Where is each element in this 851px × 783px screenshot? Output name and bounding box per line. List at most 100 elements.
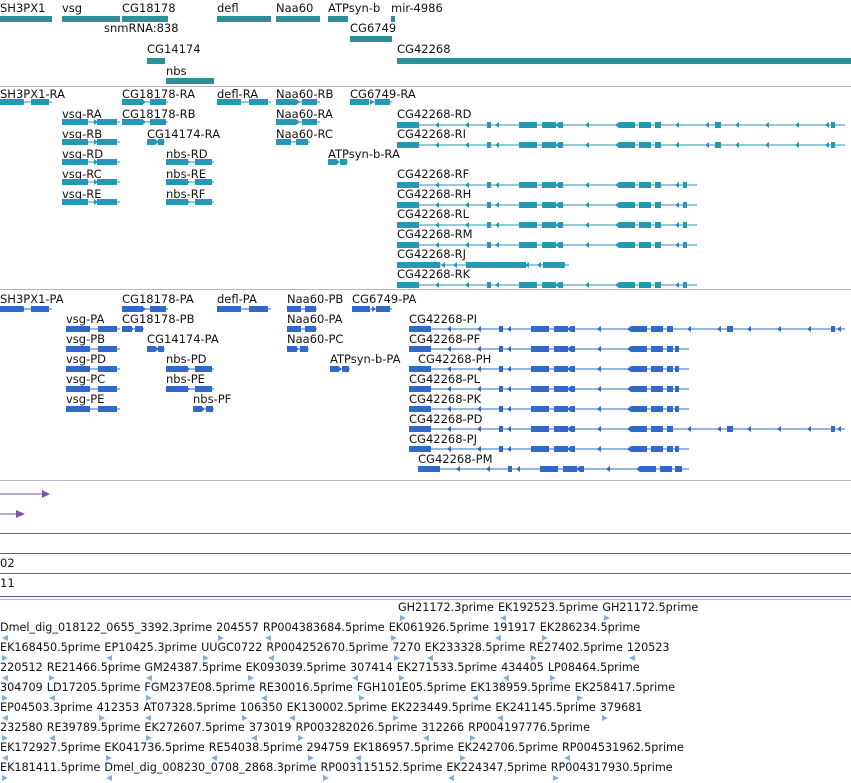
est-label[interactable]: GH21172.3prime xyxy=(398,601,494,614)
transcript-glyph[interactable] xyxy=(397,241,701,251)
feature-label[interactable]: vsg-PA xyxy=(66,312,105,326)
feature-label[interactable]: vsg xyxy=(62,1,83,15)
est-label[interactable]: EK242706.5prime xyxy=(457,741,558,754)
transcript-glyph[interactable] xyxy=(66,345,124,355)
est-label[interactable]: EK093039.5prime xyxy=(245,661,346,674)
est-label[interactable]: 312266 xyxy=(421,721,465,734)
transcript-glyph[interactable] xyxy=(217,305,275,315)
feature-label[interactable]: nbs-RE xyxy=(166,167,206,181)
est-label[interactable]: EK233328.5prime xyxy=(424,641,526,654)
feature-label[interactable]: vsg-PB xyxy=(66,332,106,346)
feature-label[interactable]: CG18178-PA xyxy=(122,292,194,306)
transcript-glyph[interactable] xyxy=(147,345,169,355)
est-label[interactable]: 204557 xyxy=(216,621,259,634)
est-label[interactable]: RE39789.5prime xyxy=(46,721,141,734)
transcript-glyph[interactable] xyxy=(0,305,56,315)
est-label[interactable]: LP08464.5prime xyxy=(547,661,640,674)
transcript-glyph[interactable] xyxy=(276,98,324,108)
feature-label[interactable]: defl-PA xyxy=(217,292,257,306)
feature-label[interactable]: CG42268 xyxy=(397,42,451,56)
feature-label[interactable]: Naa60-RA xyxy=(276,107,333,121)
est-label[interactable]: 294759 xyxy=(306,741,350,754)
transcript-glyph[interactable] xyxy=(409,405,693,415)
transcript-glyph[interactable] xyxy=(166,178,218,188)
transcript-glyph[interactable] xyxy=(397,201,701,211)
transcript-glyph[interactable] xyxy=(287,305,321,315)
feature-label[interactable]: nbs-PF xyxy=(193,392,232,406)
transcript-glyph[interactable] xyxy=(397,281,701,291)
est-label[interactable]: EK258417.5prime xyxy=(574,681,676,694)
transcript-glyph[interactable] xyxy=(350,98,396,108)
est-label[interactable]: RP003282026.5prime xyxy=(295,721,418,734)
gene-bar[interactable] xyxy=(166,78,214,84)
est-label[interactable]: EK223449.5prime xyxy=(390,701,492,714)
feature-label[interactable]: vsg-RC xyxy=(62,167,102,181)
gene-bar[interactable] xyxy=(350,36,392,42)
feature-label[interactable]: vsg-PC xyxy=(66,372,106,386)
gene-bar[interactable] xyxy=(328,16,348,22)
est-label[interactable]: EK271533.5prime xyxy=(396,661,498,674)
transcript-glyph[interactable] xyxy=(397,141,849,151)
feature-label[interactable]: Naa60-PB xyxy=(287,292,344,306)
feature-label[interactable]: CG42268-RL xyxy=(397,207,470,221)
feature-label[interactable]: CG6749-PA xyxy=(352,292,417,306)
est-label[interactable]: EK138959.5prime xyxy=(470,681,571,694)
est-label[interactable]: RP004197776.5prime xyxy=(468,721,590,734)
feature-label[interactable]: nbs-PE xyxy=(166,372,205,386)
feature-label[interactable]: vsg-RB xyxy=(62,127,103,141)
feature-label[interactable]: CG42268-PF xyxy=(409,332,481,346)
feature-label[interactable]: defl xyxy=(217,1,239,15)
transcript-glyph[interactable] xyxy=(409,325,849,335)
feature-label[interactable]: CG42268-PJ xyxy=(409,432,478,446)
est-label[interactable]: RP004383684.5prime xyxy=(262,621,385,634)
feature-label[interactable]: CG42268-PK xyxy=(409,392,482,406)
est-label[interactable]: AT07328.5prime xyxy=(143,701,236,714)
transcript-glyph[interactable] xyxy=(122,325,148,335)
est-label[interactable]: EK241145.5prime xyxy=(495,701,596,714)
gene-bar[interactable] xyxy=(62,16,120,22)
transcript-glyph[interactable] xyxy=(276,138,314,148)
transcript-glyph[interactable] xyxy=(397,181,701,191)
est-label[interactable]: 232580 xyxy=(0,721,43,734)
gene-bar[interactable] xyxy=(122,16,168,22)
transcript-glyph[interactable] xyxy=(409,365,693,375)
est-label[interactable]: 307414 xyxy=(350,661,393,674)
transcript-glyph[interactable] xyxy=(62,118,124,128)
est-label[interactable]: 106350 xyxy=(239,701,283,714)
feature-label[interactable]: CG42268-RI xyxy=(397,127,467,141)
transcript-glyph[interactable] xyxy=(328,158,352,168)
feature-label[interactable]: mir-4986 xyxy=(391,1,443,15)
feature-label[interactable]: CG42268-RK xyxy=(397,267,471,281)
est-label[interactable]: 120523 xyxy=(626,641,670,654)
transcript-glyph[interactable] xyxy=(409,345,693,355)
feature-label[interactable]: Naa60 xyxy=(276,1,314,15)
est-label[interactable]: 191917 xyxy=(493,621,536,634)
transcript-glyph[interactable] xyxy=(397,121,849,131)
transcript-glyph[interactable] xyxy=(62,178,124,188)
feature-label[interactable]: CG6749 xyxy=(350,21,397,35)
transcript-glyph[interactable] xyxy=(409,385,693,395)
transcript-glyph[interactable] xyxy=(166,365,218,375)
feature-label[interactable]: vsg-PD xyxy=(66,352,107,366)
transcript-glyph[interactable] xyxy=(0,98,56,108)
transcript-glyph[interactable] xyxy=(66,365,124,375)
transcript-glyph[interactable] xyxy=(276,118,324,128)
est-label[interactable]: EP04503.3prime xyxy=(0,701,93,714)
est-label[interactable]: 379681 xyxy=(599,701,643,714)
est-label[interactable]: 373019 xyxy=(248,721,292,734)
feature-label[interactable]: CG42268-RH xyxy=(397,187,472,201)
transcript-glyph[interactable] xyxy=(397,221,701,231)
feature-label[interactable]: nbs-PD xyxy=(166,352,207,366)
est-label[interactable]: RE21466.5prime xyxy=(46,661,141,674)
transcript-glyph[interactable] xyxy=(122,118,172,128)
est-label[interactable]: RP003115152.5prime xyxy=(320,761,443,774)
est-label[interactable]: EK041736.5prime xyxy=(104,741,205,754)
transcript-glyph[interactable] xyxy=(122,305,172,315)
feature-label[interactable]: nbs-RF xyxy=(166,187,206,201)
transcript-glyph[interactable] xyxy=(409,445,693,455)
transcript-glyph[interactable] xyxy=(166,385,218,395)
est-label[interactable]: EK286234.5prime xyxy=(539,621,641,634)
est-label[interactable]: RE30016.5prime xyxy=(259,681,353,694)
gene-bar[interactable] xyxy=(217,16,271,22)
transcript-glyph[interactable] xyxy=(330,365,354,375)
